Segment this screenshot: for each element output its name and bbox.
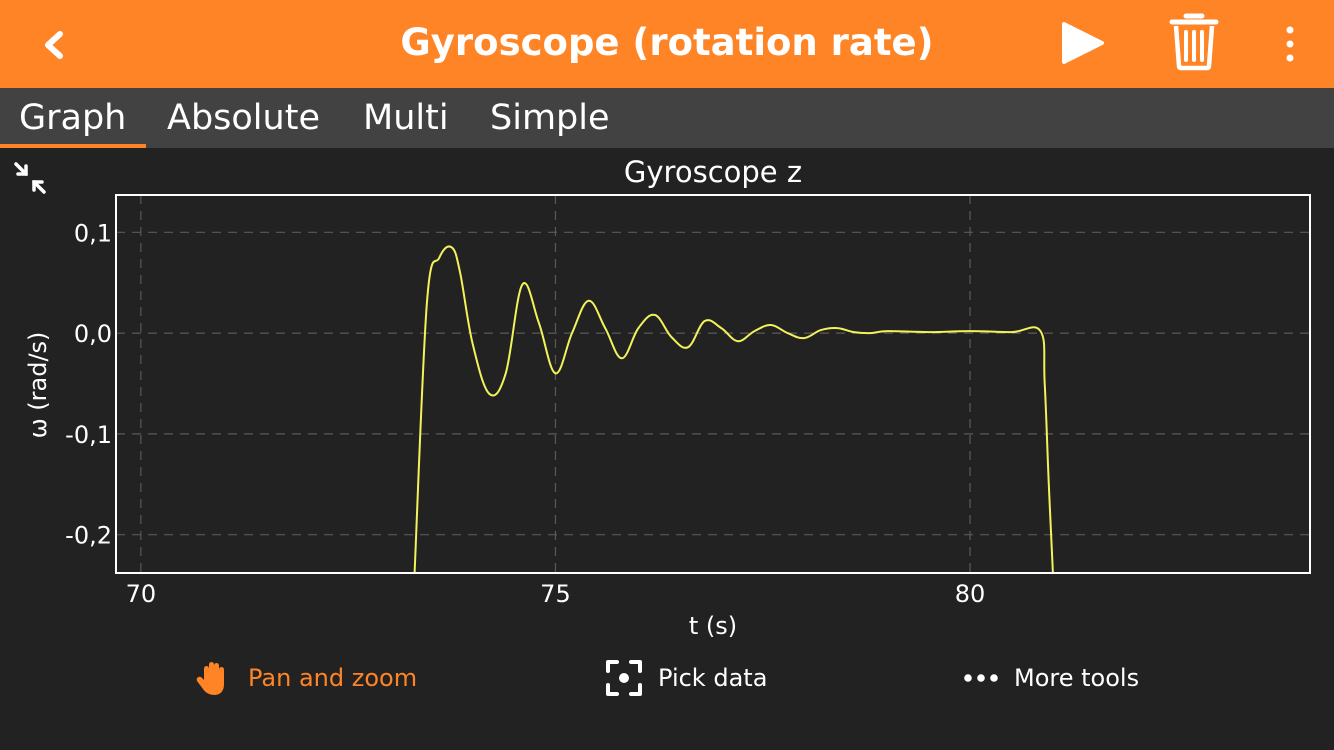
play-button[interactable] [1058, 18, 1108, 68]
x-tick-label: 80 [955, 580, 986, 608]
play-icon [1062, 22, 1104, 64]
more-tools-label: More tools [1014, 664, 1140, 692]
y-tick-label: 0,1 [74, 219, 112, 247]
plot-traces [413, 245, 1054, 573]
plot-grid [116, 195, 1310, 573]
plot-frame [115, 194, 1311, 574]
more-tools-button[interactable]: More tools [962, 656, 1139, 700]
series-line-gyroscope-z [413, 245, 1054, 573]
y-tick-label: -0,1 [65, 421, 112, 449]
tab-absolute[interactable]: Absolute [167, 98, 320, 138]
trash-icon [1169, 13, 1219, 71]
tab-graph[interactable]: Graph [0, 88, 146, 148]
x-tick-label: 75 [540, 580, 571, 608]
y-axis-label: ω (rad/s) [24, 331, 52, 439]
gyroscope-plot[interactable]: 70 75 80 0,1 0,0 -0,1 -0,2 [0, 0, 1334, 650]
target-frame-icon [604, 658, 644, 698]
collapse-arrows-icon [14, 162, 46, 194]
tab-bar: Graph Absolute Multi Simple [0, 88, 1334, 148]
pan-and-zoom-button[interactable]: Pan and zoom [194, 656, 417, 700]
pick-data-button[interactable]: Pick data [604, 656, 767, 700]
more-vertical-icon [1286, 26, 1294, 62]
hand-icon [194, 658, 234, 698]
pan-and-zoom-label: Pan and zoom [248, 664, 418, 692]
x-tick-label: 70 [126, 580, 157, 608]
y-tick-label: -0,2 [65, 522, 112, 550]
more-horizontal-icon [962, 668, 1000, 688]
plot-tick-labels: 70 75 80 0,1 0,0 -0,1 -0,2 [65, 219, 985, 608]
pick-data-label: Pick data [658, 664, 768, 692]
back-button[interactable] [30, 22, 78, 66]
delete-button[interactable] [1166, 8, 1222, 72]
x-axis-label: t (s) [688, 612, 738, 640]
y-tick-label: 0,0 [74, 320, 112, 348]
chevron-left-icon [45, 31, 63, 59]
overflow-menu-button[interactable] [1274, 22, 1306, 66]
tab-simple[interactable]: Simple [490, 98, 610, 138]
graph-title: Gyroscope z [623, 155, 803, 189]
collapse-graph-button[interactable] [12, 160, 48, 196]
tab-multi[interactable]: Multi [363, 98, 449, 138]
